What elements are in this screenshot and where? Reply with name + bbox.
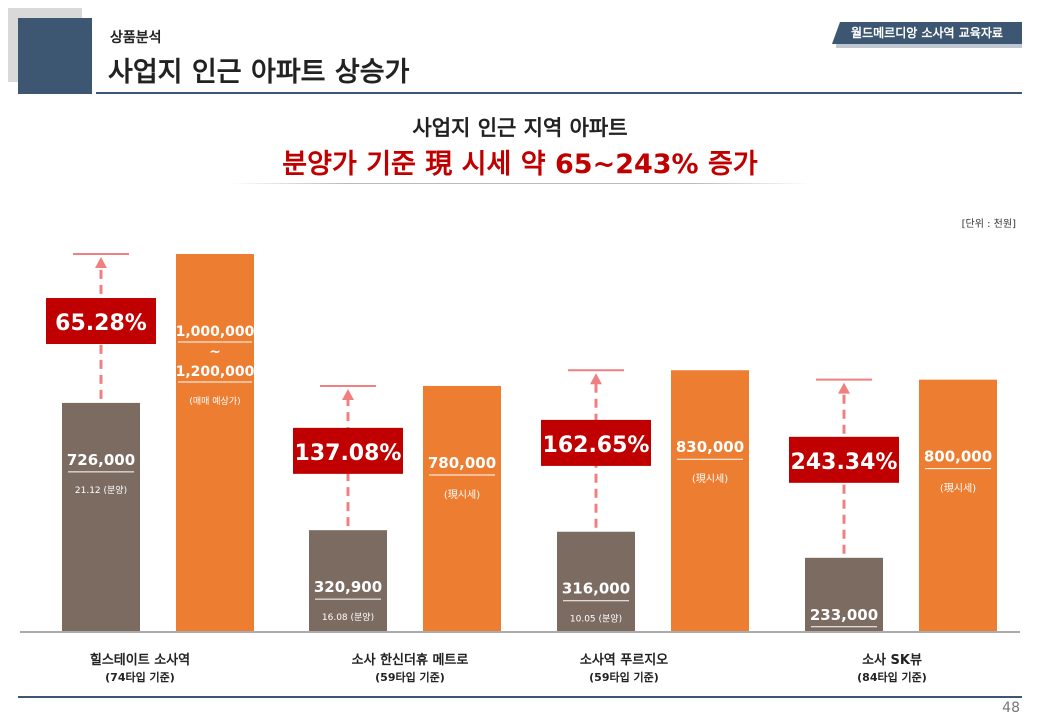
- increase-arrow-head: [342, 388, 354, 400]
- sale-price-note: 04.04 (분양): [818, 640, 870, 651]
- sale-price-note: 10.05 (분양): [570, 614, 622, 625]
- header-deco-navy: [18, 18, 92, 94]
- category-label: 소사 SK뷰: [862, 652, 922, 668]
- increase-badge: [46, 298, 156, 345]
- current-price-value-line: ~: [209, 344, 221, 360]
- current-price-value: 830,000: [676, 438, 744, 456]
- current-price-value: 800,000: [924, 448, 992, 466]
- category-sublabel: (84타입 기준): [857, 670, 927, 684]
- unit-label: [단위 : 천원]: [961, 219, 1016, 230]
- increase-arrow-head: [95, 257, 107, 268]
- sale-price-value: 320,900: [314, 578, 382, 596]
- section-label: 상품분석: [110, 30, 162, 46]
- category-sublabel: (59타입 기준): [589, 670, 659, 684]
- headline-subtitle: 사업지 인근 지역 아파트: [412, 116, 628, 140]
- headline-main: 분양가 기준 現 시세 약 65~243% 증가: [282, 149, 758, 180]
- current-price-bar: [176, 254, 254, 631]
- sale-price-bar: [805, 557, 883, 631]
- increase-rate: 162.65%: [543, 433, 650, 458]
- sale-price-note: 21.12 (분양): [75, 485, 127, 496]
- sale-price-value: 233,000: [810, 606, 878, 624]
- header-divider: [96, 92, 1022, 94]
- current-price-value-line: 1,000,000: [176, 324, 255, 340]
- current-price-value: 780,000: [428, 454, 496, 472]
- sale-price-note: 16.08 (분양): [322, 612, 374, 623]
- current-price-note: (現시세): [940, 483, 976, 495]
- category-label: 힐스테이트 소사역: [90, 652, 190, 668]
- brand-tag: 월드메르디앙 소사역 교육자료: [832, 22, 1022, 44]
- headline-divider: [230, 183, 810, 184]
- current-price-value-line: 1,200,000: [176, 364, 255, 380]
- sale-price-value: 316,000: [562, 580, 630, 598]
- brand-tag-shadow: [836, 44, 1022, 48]
- sale-price-bar: [557, 531, 635, 631]
- increase-rate: 243.34%: [791, 450, 898, 475]
- increase-rate: 65.28%: [55, 311, 147, 336]
- current-price-note: (現시세): [444, 489, 480, 501]
- current-price-bar: [423, 385, 501, 631]
- category-label: 소사 한신더휴 메트로: [352, 652, 469, 668]
- increase-arrow-head: [838, 382, 850, 394]
- current-price-note: (매매 예상가): [189, 396, 240, 407]
- increase-badge: [541, 419, 651, 466]
- page-number: 48: [1002, 700, 1020, 716]
- increase-rate: 137.08%: [295, 441, 402, 466]
- current-price-note: (現시세): [692, 473, 728, 485]
- increase-badge: [293, 427, 403, 474]
- footer-divider: [18, 696, 1022, 698]
- increase-arrow-head: [590, 373, 602, 385]
- category-sublabel: (59타입 기준): [375, 670, 445, 684]
- increase-badge: [789, 436, 899, 483]
- category-label: 소사역 푸르지오: [580, 652, 668, 668]
- current-price-bar: [919, 379, 997, 631]
- sale-price-bar: [62, 402, 140, 631]
- sale-price-bar: [309, 530, 387, 631]
- page-title: 사업지 인근 아파트 상승가: [108, 57, 410, 88]
- sale-price-value: 726,000: [67, 451, 135, 469]
- category-sublabel: (74타입 기준): [105, 670, 175, 684]
- current-price-bar: [671, 370, 749, 631]
